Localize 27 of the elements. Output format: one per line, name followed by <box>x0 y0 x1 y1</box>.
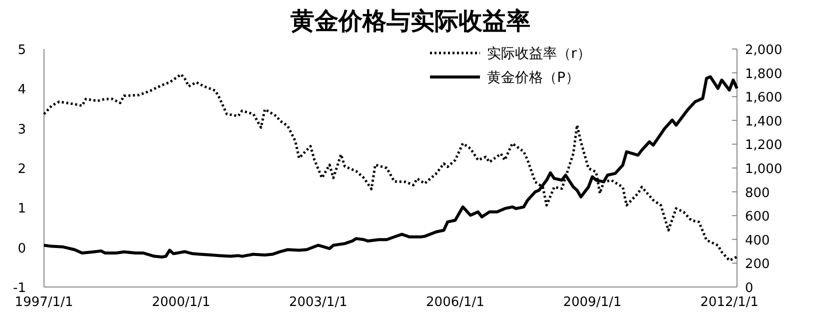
chart-title: 黄金价格与实际收益率 <box>290 6 530 35</box>
x-tick-label: 2003/1/1 <box>288 295 348 310</box>
y-tick-label: 0 <box>18 241 26 256</box>
y2-tick-label: 1,600 <box>745 90 782 106</box>
y2-tick-label: 1,000 <box>745 162 782 177</box>
y2-tick-label: 600 <box>745 210 770 225</box>
y2-tick-label: 400 <box>745 233 770 248</box>
legend-label: 实际收益率（r） <box>487 46 591 62</box>
y2-tick-label: 1,800 <box>745 66 782 82</box>
x-tick-label: 2009/1/1 <box>563 295 622 310</box>
y2-tick-label: 1,200 <box>745 138 782 154</box>
y-tick-label: -1 <box>13 281 26 296</box>
x-tick-label: 1997/1/1 <box>14 295 74 310</box>
y-tick-label: 3 <box>18 122 26 138</box>
y-tick-label: 1 <box>18 202 26 217</box>
legend-label: 黄金价格（P） <box>487 70 580 86</box>
y-tick-label: 2 <box>18 162 26 177</box>
x-tick-label: 2006/1/1 <box>426 295 484 310</box>
y2-tick-label: 200 <box>745 257 770 272</box>
y-tick-label: 4 <box>18 82 26 98</box>
y2-tick-label: 800 <box>745 186 770 201</box>
y2-tick-label: 2,000 <box>745 43 782 58</box>
x-tick-label: 2012/1/1 <box>700 295 759 310</box>
y-tick-label: 5 <box>18 43 26 58</box>
x-tick-label: 2000/1/1 <box>152 295 210 310</box>
y2-tick-label: 0 <box>745 281 754 296</box>
y2-tick-label: 1,400 <box>745 114 782 130</box>
